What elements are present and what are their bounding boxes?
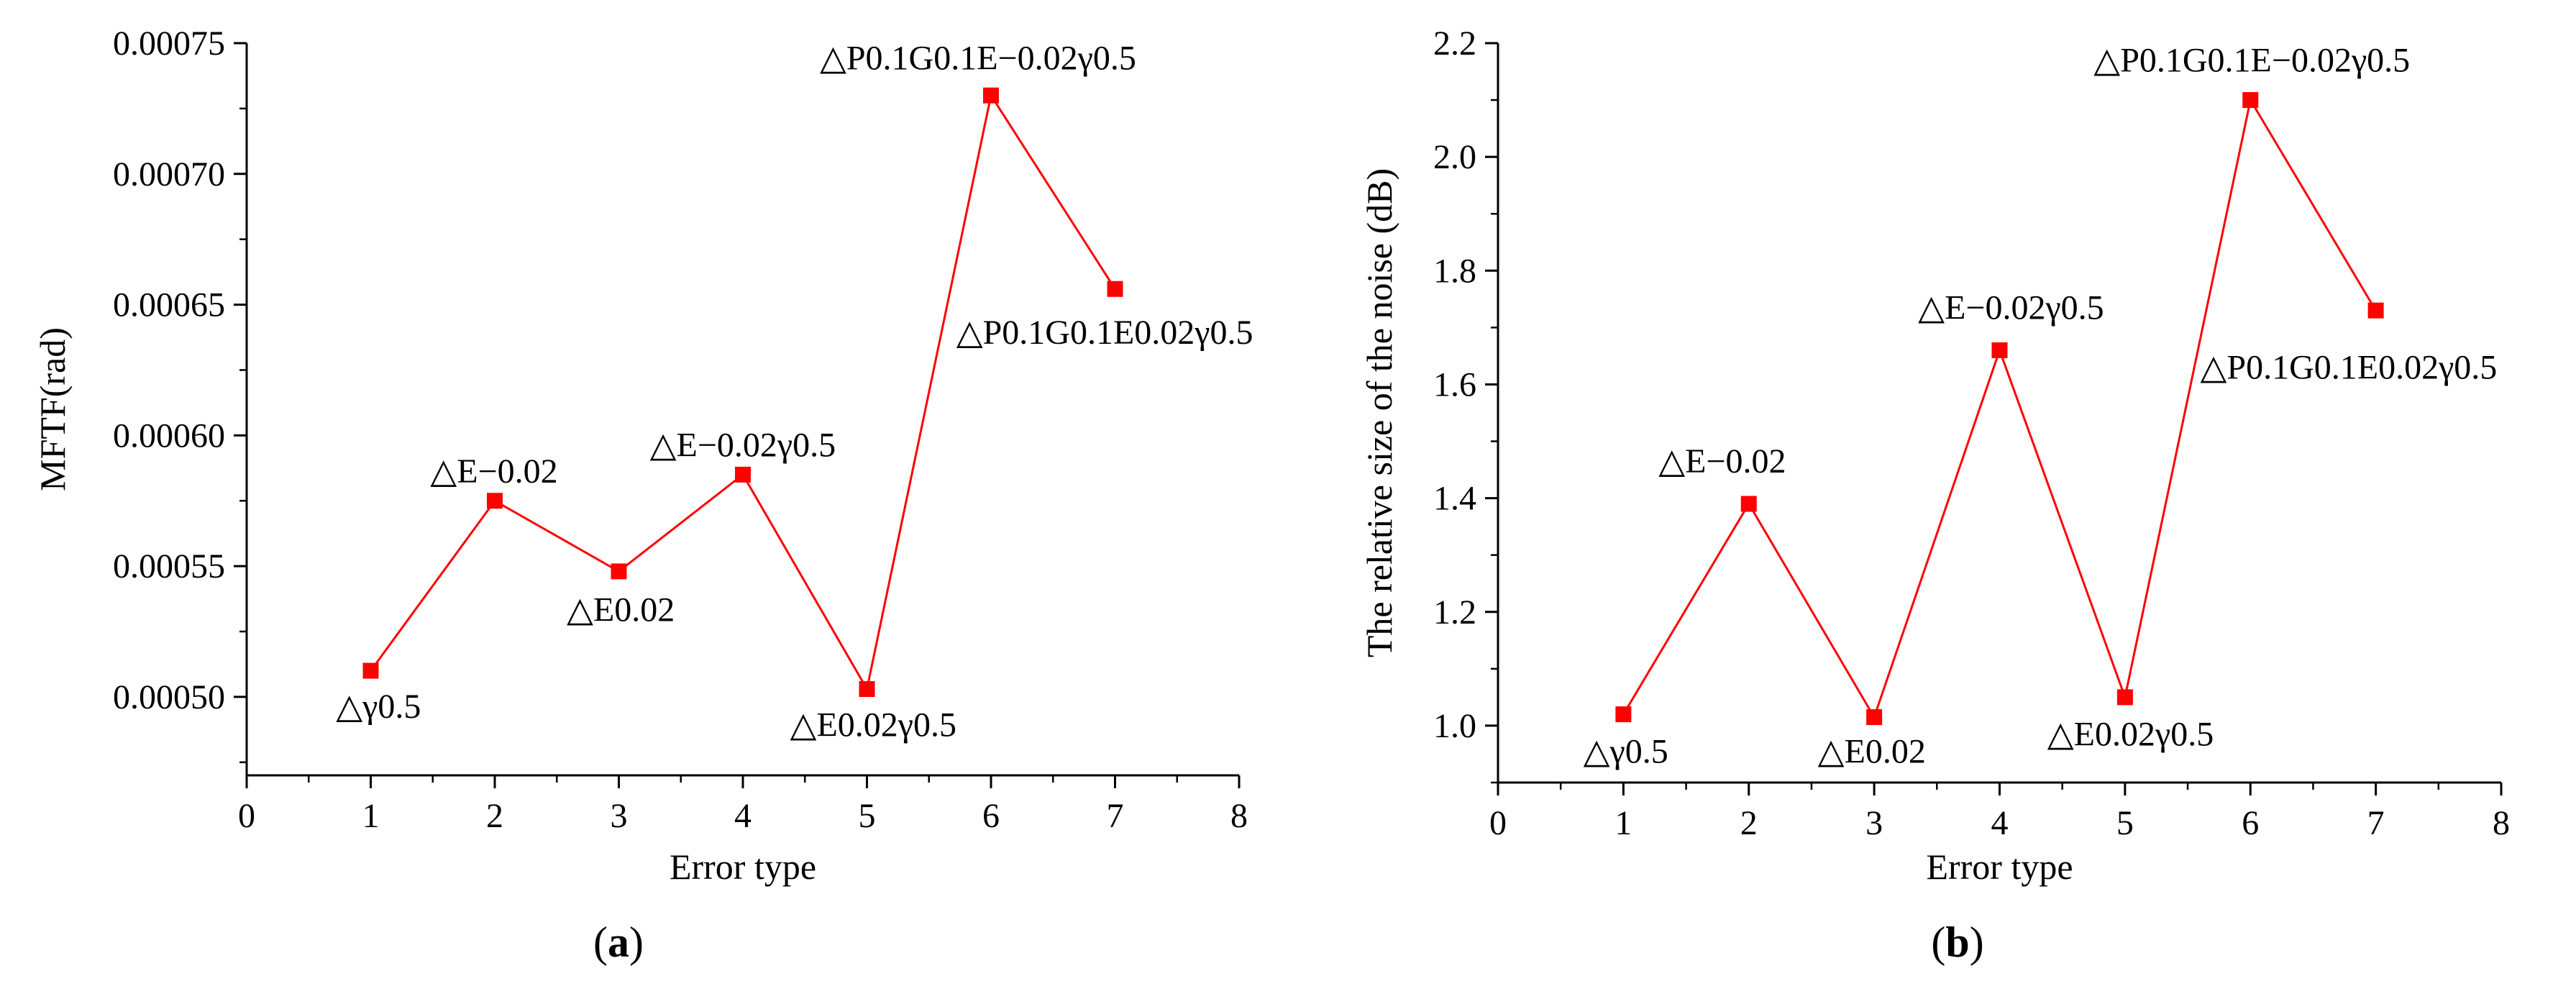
y-tick-label: 2.2 (1433, 24, 1476, 63)
panel-label-paren: ( (1931, 918, 1945, 966)
point-annotation: △E0.02 (1818, 732, 1926, 770)
point-annotation: △γ0.5 (1584, 732, 1668, 770)
x-tick-label: 6 (2242, 804, 2259, 842)
x-tick-label: 0 (238, 797, 255, 835)
y-axis-title: MFTF(rad) (32, 327, 73, 491)
point-annotation: △P0.1G0.1E0.02γ0.5 (2201, 349, 2498, 387)
y-tick-label: 0.00075 (113, 24, 225, 63)
point-annotation: △γ0.5 (336, 688, 421, 726)
point-annotation: △E0.02γ0.5 (2047, 716, 2214, 754)
data-point-marker (859, 681, 875, 698)
y-tick-label: 0.00055 (113, 547, 225, 585)
x-tick-label: 3 (1865, 804, 1883, 842)
y-tick-label: 2.0 (1433, 138, 1476, 176)
series-line (370, 92, 1116, 693)
x-axis-title: Error type (1926, 847, 2073, 887)
point-annotation: △E−0.02 (1658, 442, 1786, 480)
x-tick-label: 3 (611, 797, 628, 835)
panel-label-letter: b (1945, 918, 1969, 966)
chart-panel-b: 0 1 2 3 4 5 6 7 8 1.0 1.2 1.4 1.6 1.8 2.0 2.2 Error type… (1359, 24, 2510, 966)
point-annotation: △E−0.02γ0.5 (650, 426, 836, 464)
x-tick-label: 8 (1230, 797, 1248, 835)
point-annotation: △E−0.02 (430, 452, 557, 491)
data-point-marker (1107, 281, 1123, 297)
y-tick-label: 0.00050 (113, 678, 225, 716)
y-tick-label: 1.2 (1433, 593, 1476, 631)
panel-label: (b) (1931, 918, 1983, 966)
panel-label-paren: ) (1970, 918, 1984, 966)
series-line (1622, 97, 2377, 720)
x-axis-title: Error type (670, 847, 816, 887)
x-tick-label: 7 (1107, 797, 1124, 835)
x-tick-label: 2 (1740, 804, 1758, 842)
point-annotation: △E−0.02γ0.5 (1918, 289, 2104, 327)
chart-panel-a: 0 1 2 3 4 5 6 7 8 0.00050 0.00055 0.00060 0.00065 0.0… (32, 24, 1253, 966)
data-point-marker (1615, 706, 1632, 723)
point-annotation: △E0.02 (567, 591, 675, 629)
data-point-marker (1991, 342, 2008, 359)
y-tick-label: 1.6 (1433, 365, 1476, 403)
panel-label-letter: a (608, 918, 629, 966)
x-tick-label: 5 (859, 797, 876, 835)
panel-label-paren: ) (629, 918, 644, 966)
y-axis-title: The relative size of the noise (dB) (1359, 168, 1399, 657)
data-point-marker (2367, 302, 2384, 319)
x-tick-label: 2 (486, 797, 503, 835)
data-point-marker (362, 662, 379, 679)
x-tick-label: 5 (2116, 804, 2134, 842)
x-tick-label: 6 (982, 797, 1000, 835)
x-tick-label: 1 (1614, 804, 1632, 842)
panel-label: (a) (593, 918, 644, 966)
x-tick-label: 4 (1991, 804, 2009, 842)
y-tick-label: 0.00065 (113, 286, 225, 324)
data-point-marker (983, 87, 999, 104)
y-tick-label: 1.4 (1433, 480, 1476, 518)
point-annotation: △P0.1G0.1E−0.02γ0.5 (2093, 42, 2410, 80)
x-tick-label: 4 (734, 797, 752, 835)
y-tick-label: 0.00060 (113, 416, 225, 455)
y-tick-label: 1.8 (1433, 252, 1476, 290)
data-point-marker (735, 466, 751, 483)
data-point-marker (1740, 496, 1757, 512)
y-tick-label: 1.0 (1433, 707, 1476, 745)
x-tick-label: 7 (2367, 804, 2385, 842)
x-tick-label: 0 (1489, 804, 1507, 842)
point-annotation: △P0.1G0.1E−0.02γ0.5 (820, 39, 1136, 77)
data-point-marker (611, 563, 627, 580)
point-annotation: △E0.02γ0.5 (790, 706, 956, 744)
data-point-marker (2242, 92, 2259, 109)
data-point-marker (2116, 689, 2133, 706)
x-tick-label: 8 (2493, 804, 2510, 842)
y-tick-label: 0.00070 (113, 155, 225, 193)
panel-label-paren: ( (593, 918, 608, 966)
point-annotation: △P0.1G0.1E0.02γ0.5 (956, 314, 1253, 352)
x-tick-label: 1 (362, 797, 380, 835)
data-point-marker (1866, 709, 1883, 726)
data-point-marker (487, 493, 503, 509)
